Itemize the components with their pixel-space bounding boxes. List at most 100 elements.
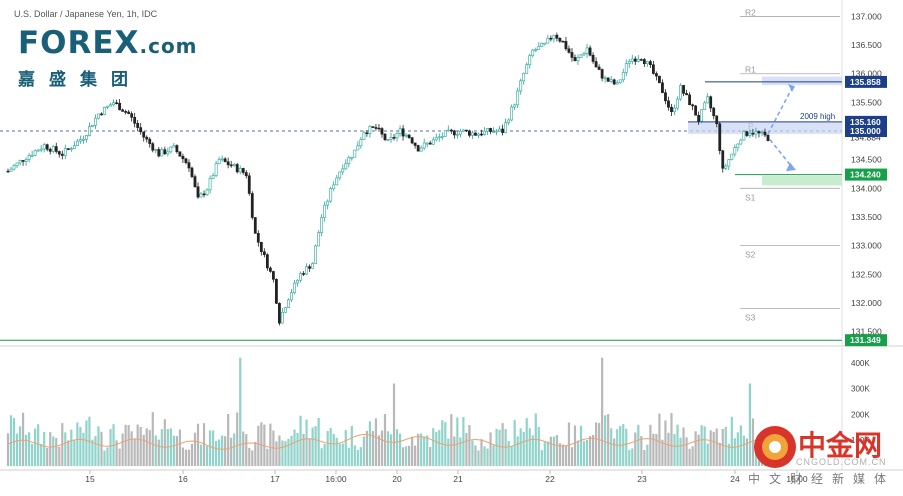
projection-down-arrowhead	[786, 162, 796, 172]
candle-body	[498, 128, 501, 132]
volume-bar	[468, 424, 471, 466]
candle-body	[169, 146, 173, 153]
candle-body	[166, 151, 170, 155]
volume-bar	[507, 440, 510, 466]
volume-bar	[199, 444, 203, 466]
x-tick-label: 20	[392, 474, 402, 484]
volume-bar	[441, 420, 444, 466]
candle-body	[407, 134, 411, 139]
volume-bar	[242, 431, 245, 466]
candle-body	[501, 128, 505, 133]
volume-bar	[154, 435, 157, 466]
volume-bar	[477, 450, 480, 466]
candle-body	[271, 271, 275, 280]
candle-body	[745, 131, 749, 136]
candle-body	[579, 54, 583, 58]
candle-body	[474, 132, 477, 136]
volume-bar	[124, 424, 127, 466]
candle-body	[633, 58, 637, 62]
candle-body	[39, 148, 43, 151]
candle-body	[709, 96, 713, 109]
watermark-name: 中金网	[798, 429, 883, 462]
candle-body	[133, 117, 137, 124]
volume-bar	[398, 433, 402, 466]
volume-bar	[40, 443, 43, 466]
candle-body	[187, 162, 191, 169]
volume-bar	[181, 447, 185, 466]
candle-body	[555, 34, 559, 39]
candle-body	[594, 61, 598, 68]
volume-bar	[489, 432, 492, 466]
candle-body	[443, 130, 447, 137]
candle-body	[763, 131, 767, 136]
volume-bar	[706, 443, 709, 466]
volume-bar	[344, 430, 347, 466]
volume-bar	[715, 428, 718, 466]
candle-body	[305, 266, 308, 275]
candle-body	[712, 107, 716, 117]
price-tick-label: 137.000	[851, 11, 882, 21]
volume-bar	[549, 436, 552, 466]
candle-body	[648, 61, 652, 66]
price-tick-label: 134.500	[851, 155, 882, 165]
volume-bar	[58, 446, 61, 466]
candle-body	[434, 137, 438, 141]
candle-body	[600, 69, 604, 79]
candle-body	[673, 107, 676, 113]
volume-bar	[625, 428, 628, 466]
volume-bar	[411, 436, 414, 466]
candle-body	[302, 273, 305, 275]
volume-bar	[218, 439, 221, 466]
volume-bar	[682, 427, 685, 466]
candle-body	[431, 139, 435, 145]
candle-body	[495, 130, 498, 133]
volume-bar	[465, 432, 468, 466]
volume-bar	[453, 436, 456, 466]
volume-bar	[24, 434, 28, 466]
price-tick-label: 132.500	[851, 269, 882, 279]
volume-bar	[205, 446, 209, 466]
candle-body	[353, 149, 357, 158]
volume-bar	[685, 437, 688, 466]
candle-body	[100, 113, 103, 116]
volume-bar	[374, 418, 378, 466]
candle-body	[178, 151, 182, 157]
candle-body	[268, 267, 272, 272]
candle-body	[573, 57, 577, 62]
volume-bar	[610, 428, 613, 466]
volume-bar	[278, 435, 281, 466]
candle-body	[561, 40, 565, 43]
candle-body	[329, 188, 333, 202]
candle-body	[483, 130, 486, 135]
volume-bar	[540, 450, 543, 466]
volume-bar	[664, 420, 667, 466]
volume-bar	[579, 425, 583, 466]
volume-bar	[257, 425, 260, 466]
candle-body	[338, 171, 342, 179]
candle-body	[558, 37, 562, 42]
candle-body	[549, 37, 553, 40]
candle-body	[284, 307, 287, 313]
volume-bar	[326, 430, 329, 466]
candle-body	[317, 232, 321, 247]
candle-body	[679, 85, 682, 100]
candle-body	[30, 154, 34, 157]
volume-bar	[37, 424, 40, 466]
candle-body	[160, 149, 164, 157]
logo-main-text: FOREX	[18, 25, 140, 61]
candle-body	[18, 160, 22, 164]
candle-body	[480, 133, 483, 136]
volume-bar	[616, 429, 619, 466]
volume-bar	[184, 449, 188, 466]
candle-body	[486, 128, 489, 132]
candle-body	[278, 303, 281, 324]
candle-body	[172, 145, 176, 148]
candle-body	[570, 52, 574, 58]
volume-bar	[136, 424, 139, 466]
volume-bar	[332, 433, 335, 466]
x-tick-label: 16:00	[325, 474, 347, 484]
candle-body	[332, 184, 336, 189]
candle-body	[621, 72, 625, 81]
candle-body	[85, 135, 88, 140]
